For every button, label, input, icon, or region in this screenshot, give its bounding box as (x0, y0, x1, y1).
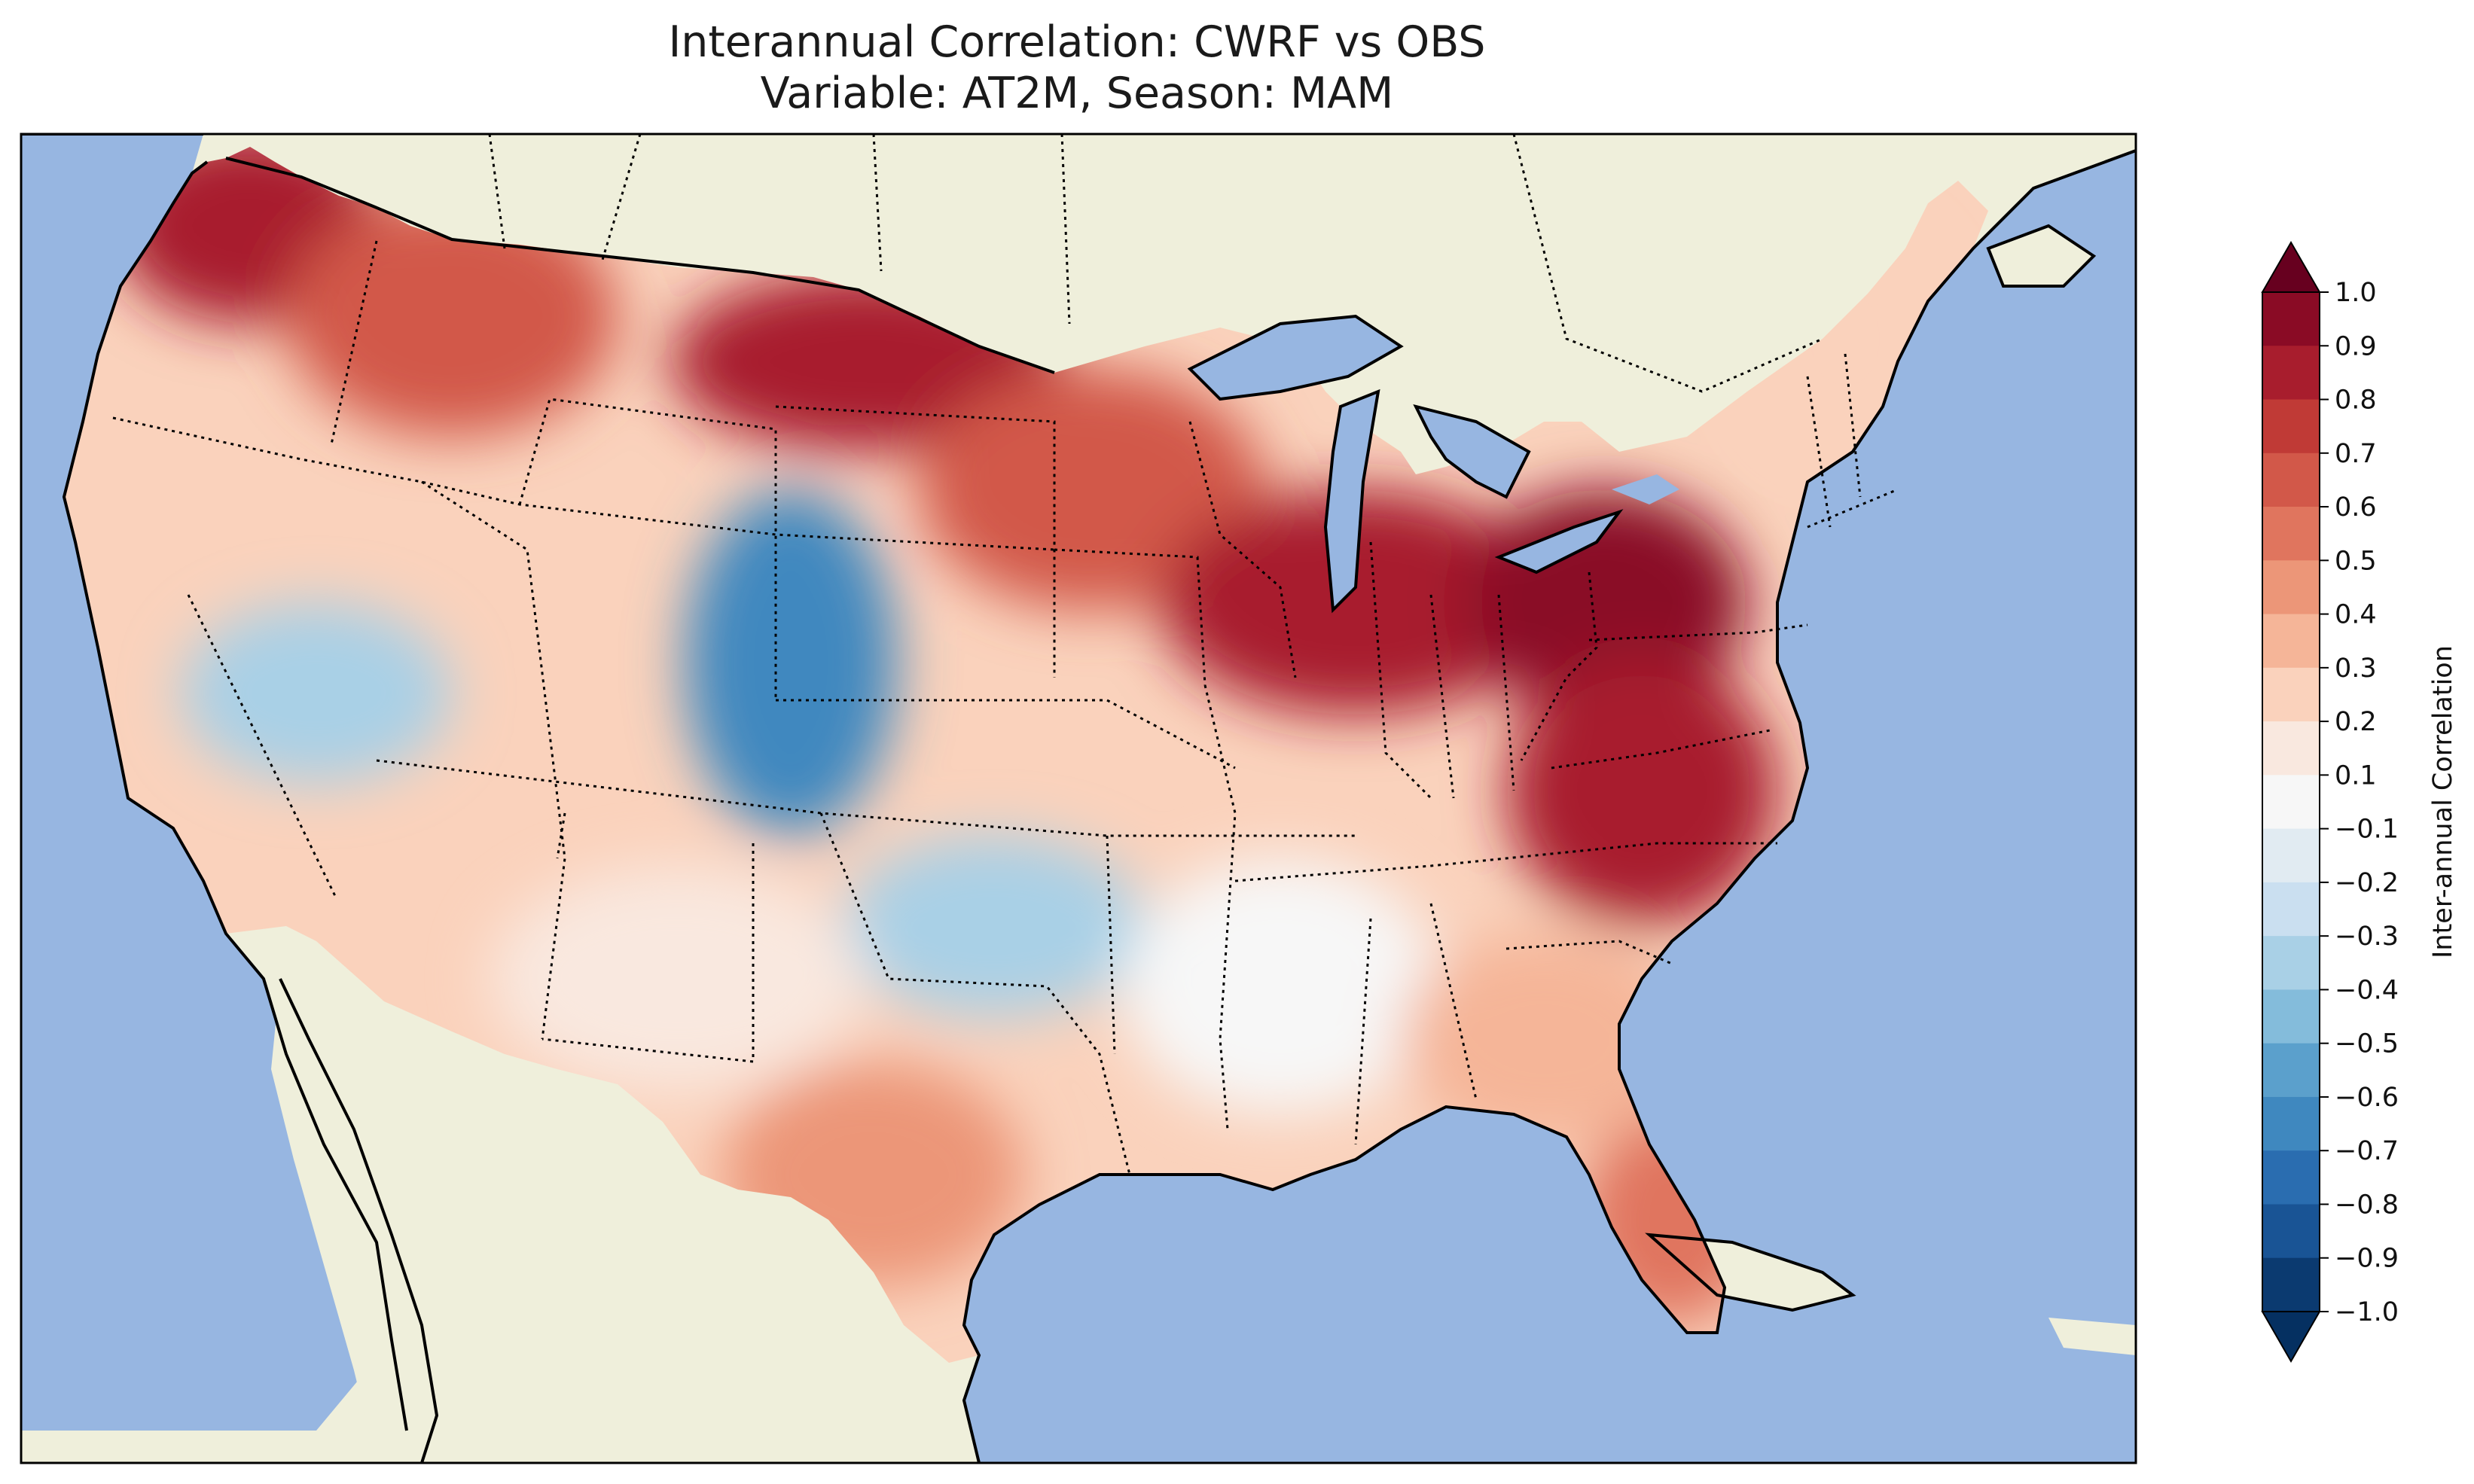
colorbar-segments (2262, 292, 2320, 1312)
colorbar-segment (2262, 775, 2320, 830)
colorbar-segment (2262, 989, 2320, 1044)
colorbar-segment (2262, 1150, 2320, 1205)
colorbar-segment (2262, 346, 2320, 401)
figure-title: Interannual Correlation: CWRF vs OBS Var… (0, 17, 2154, 119)
colorbar-label: Inter-annual Correlation (2428, 645, 2458, 958)
region-colorado (685, 489, 896, 836)
colorbar-segment (2262, 507, 2320, 561)
state-borders (112, 134, 1899, 1175)
colorbar-tick-label: −0.7 (2335, 1136, 2399, 1166)
colorbar-segment (2262, 667, 2320, 722)
colorbar-tick-label: 0.3 (2335, 654, 2377, 684)
colorbar-segment (2262, 399, 2320, 454)
colorbar-segment (2262, 936, 2320, 991)
region-northern-rockies (286, 196, 618, 437)
colorbar-tick-label: 0.2 (2335, 707, 2377, 737)
colorbar-tick-label: −0.8 (2335, 1190, 2399, 1220)
region-upper-midwest (919, 369, 1265, 610)
region-southeast (1401, 934, 1687, 1144)
colorbar-extend-bottom (2261, 1311, 2321, 1364)
colorbar-segment (2262, 1204, 2320, 1259)
colorbar-segment (2262, 1043, 2320, 1098)
map-frame (20, 133, 2137, 1464)
colorbar-segment (2262, 1257, 2320, 1312)
region-great-basin (181, 602, 452, 783)
colorbar-tick-label: −0.9 (2335, 1244, 2399, 1274)
colorbar-frame (2262, 291, 2320, 1312)
colorbar-tick-label: −0.6 (2335, 1083, 2399, 1113)
colorbar-tick-label: 1.0 (2335, 278, 2377, 308)
colorbar-tick-label: 0.9 (2335, 331, 2377, 361)
colorbar-segment (2262, 614, 2320, 669)
colorbar-segment (2262, 1096, 2320, 1151)
colorbar-tick-label: −0.2 (2335, 868, 2399, 898)
title-line-2: Variable: AT2M, Season: MAM (760, 69, 1394, 118)
colorbar-tick-label: 0.7 (2335, 439, 2377, 469)
colorbar-tick-label: −0.4 (2335, 975, 2399, 1005)
great-lakes (1190, 316, 1679, 610)
region-southwest (490, 866, 866, 1092)
colorbar-tick-label: 0.6 (2335, 492, 2377, 523)
colorbar-tick-label: −0.3 (2335, 922, 2399, 952)
map-frame-content (21, 134, 2136, 1463)
title-line-1: Interannual Correlation: CWRF vs OBS (668, 17, 1486, 67)
colorbar-tick-label: 0.5 (2335, 546, 2377, 576)
region-carolinas (1506, 655, 1777, 926)
colorbar-tick-label: −1.0 (2335, 1297, 2399, 1327)
coastlines (21, 134, 2136, 1463)
colorbar-tick-label: 0.8 (2335, 385, 2377, 416)
colorbar-tick-label: −0.5 (2335, 1029, 2399, 1059)
colorbar-segment (2262, 828, 2320, 883)
colorbar-segment (2262, 292, 2320, 346)
colorbar-ticks: 1.0 0.9 0.8 0.7 0.6 0.5 0.4 0.3 0.2 0.1 −0.1 −0.2 −0… (2320, 278, 2399, 1327)
colorbar-extend-top (2261, 240, 2321, 293)
colorbar-segment (2262, 560, 2320, 615)
colorbar-tick-label: 0.1 (2335, 760, 2377, 791)
colorbar-segment (2262, 882, 2320, 937)
colorbar-tick-label: −0.1 (2335, 815, 2399, 845)
region-lower-mississippi (1122, 858, 1438, 1114)
colorbar-segment (2262, 721, 2320, 776)
colorbar-segment (2262, 453, 2320, 507)
region-kansas-oklahoma (843, 836, 1145, 1016)
colorbar-tick-label: 0.4 (2335, 600, 2377, 630)
region-ohio-valley (1160, 489, 1551, 715)
